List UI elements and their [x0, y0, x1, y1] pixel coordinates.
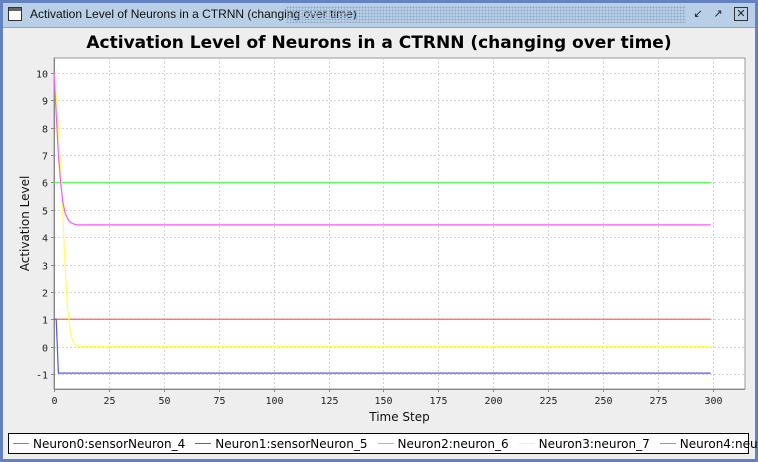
legend-item: Neuron4:neuron_8 [659, 436, 758, 451]
series-line-neuron4 [53, 72, 711, 226]
x-tick-label: 150 [374, 396, 392, 407]
y-tick-label: 7 [42, 152, 48, 163]
x-tick-label: 275 [649, 396, 667, 407]
close-icon[interactable]: ✕ [734, 7, 748, 21]
maximize-icon[interactable]: ↗ [713, 7, 723, 20]
x-tick-label: 250 [594, 396, 612, 407]
x-tick-label: 75 [213, 396, 225, 407]
x-axis-label: Time Step [368, 410, 430, 424]
legend: Neuron0:sensorNeuron_4 Neuron1:sensorNeur… [8, 433, 758, 454]
y-tick-label: 3 [42, 262, 48, 273]
x-tick-label: 175 [429, 396, 447, 407]
legend-label: Neuron2:neuron_6 [397, 436, 509, 451]
legend-label: Neuron4:neuron_8 [679, 436, 758, 451]
legend-item: Neuron1:sensorNeuron_5 [195, 436, 368, 451]
title-bar-texture [286, 6, 686, 23]
chart-title: Activation Level of Neurons in a CTRNN (… [86, 33, 672, 53]
y-tick-label: 0 [42, 344, 48, 355]
legend-item: Neuron2:neuron_6 [377, 436, 509, 451]
x-tick-label: 50 [158, 396, 170, 407]
window-icon [8, 7, 22, 21]
y-tick-label: 1 [42, 316, 48, 327]
legend-swatch [377, 443, 394, 444]
x-tick-label: 200 [484, 396, 502, 407]
legend-label: Neuron3:neuron_7 [538, 436, 650, 451]
y-tick-label: 9 [42, 97, 48, 108]
legend-label: Neuron0:sensorNeuron_4 [33, 436, 186, 451]
y-tick-label: 8 [42, 125, 48, 136]
legend-swatch [659, 443, 676, 444]
y-tick-label: 6 [42, 179, 48, 190]
plot-area [53, 57, 746, 390]
x-tick-label: 100 [265, 396, 283, 407]
line-chart: 0 25 50 75 100 125 150 175 200 225 250 275 300-10123… [18, 57, 746, 424]
series-line-neuron1 [54, 318, 711, 374]
x-tick-label: 300 [704, 396, 722, 407]
legend-swatch [195, 443, 212, 444]
x-tick-label: 25 [103, 396, 115, 407]
legend-item: Neuron0:sensorNeuron_4 [13, 437, 185, 451]
x-tick-label: 225 [539, 396, 557, 407]
y-tick-label: 5 [42, 207, 48, 218]
legend-swatch [518, 443, 535, 444]
y-tick-label: -1 [36, 371, 48, 382]
legend-label: Neuron1:sensorNeuron_5 [215, 436, 368, 451]
x-tick-label: 0 [51, 396, 57, 407]
minimize-icon[interactable]: ↙ [693, 7, 703, 20]
title-bar[interactable]: Activation Level of Neurons in a CTRNN (… [3, 3, 755, 28]
y-tick-label: 2 [42, 289, 48, 300]
y-tick-label: 10 [36, 70, 48, 81]
y-axis-label: Activation Level [18, 176, 32, 272]
x-tick-label: 125 [320, 396, 338, 407]
y-tick-label: 4 [42, 234, 48, 245]
legend-swatch [13, 443, 29, 444]
legend-item: Neuron3:neuron_7 [518, 436, 650, 451]
series-line-neuron3 [53, 72, 711, 348]
window-title: Activation Level of Neurons in a CTRNN (… [30, 7, 357, 21]
